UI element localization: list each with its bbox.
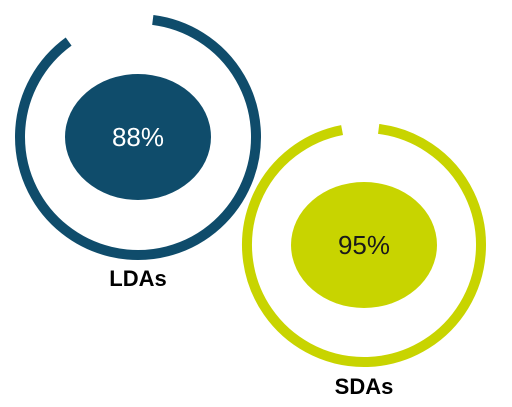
value-label-ldas: 88%	[112, 122, 164, 152]
caption-ldas: LDAs	[109, 266, 166, 291]
center-disc-sdas	[291, 182, 437, 308]
donut-ldas: 88% LDAs	[15, 14, 261, 291]
ring-arc-sdas	[242, 123, 486, 367]
caption-sdas: SDAs	[335, 374, 394, 399]
value-label-sdas: 95%	[338, 230, 390, 260]
ring-arc-ldas	[15, 14, 261, 260]
donut-sdas: 95% SDAs	[242, 123, 486, 399]
center-disc-ldas	[65, 74, 211, 200]
